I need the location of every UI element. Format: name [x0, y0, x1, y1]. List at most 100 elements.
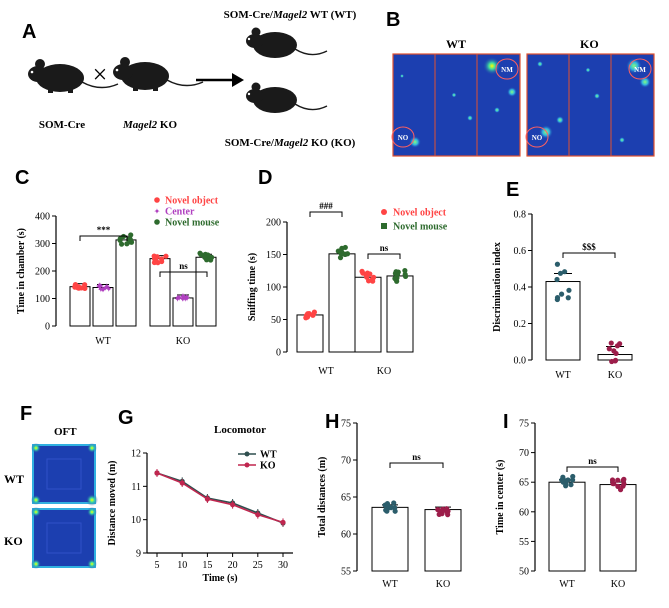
- data-point: [344, 251, 351, 257]
- sig-d2-label: ns: [380, 243, 389, 253]
- label-wt-offspring: SOM-Cre/Magel2 WT (WT): [224, 9, 357, 21]
- x-tick-label: 30: [278, 560, 288, 571]
- bar-novel-mouse: [195, 256, 217, 327]
- sig-d2-bracket: [367, 253, 401, 259]
- data-point: [364, 274, 370, 280]
- y-tick-label: 50: [271, 315, 281, 326]
- legend-marker: [244, 462, 250, 468]
- data-point: ✦: [174, 293, 182, 303]
- y-tick-label: 300: [35, 239, 50, 250]
- data-point: ✦: [97, 281, 105, 291]
- sig-d1-bracket: [309, 211, 343, 217]
- bar-wt: [371, 506, 409, 572]
- data-point: [359, 268, 365, 274]
- panel-letter-h: H: [325, 411, 339, 433]
- y-tick-label: 0.4: [514, 283, 527, 294]
- data-point: [305, 311, 311, 317]
- data-point: ✦: [179, 291, 187, 301]
- x-category-label: WT: [95, 336, 111, 347]
- legend-marker: [381, 209, 387, 215]
- legend-label: Novel mouse: [393, 222, 448, 233]
- bar-novel-object: [69, 286, 91, 327]
- y-tick-label: 200: [266, 218, 281, 229]
- panel-letter-e: E: [506, 179, 519, 201]
- data-point: ✦: [99, 285, 107, 295]
- heatmap-ko-label: KO: [580, 37, 599, 51]
- panel-f: F OFT WT KO: [4, 403, 98, 569]
- y-tick-label: 0.0: [514, 356, 527, 367]
- chart-d: D 0 50 100 150 200 Sniffing time (s) ### ns WT KO N…: [247, 167, 448, 377]
- x-category-label: KO: [377, 366, 391, 377]
- data-point: [202, 254, 208, 260]
- y-tick-label: 70: [519, 448, 529, 459]
- data-point: ✦: [183, 294, 191, 304]
- legend-label: Novel mouse: [165, 218, 220, 229]
- mouse-icon-ko: [246, 82, 328, 113]
- heatmap-ko: NM NO: [525, 53, 655, 157]
- bar-novel-object: [354, 276, 382, 353]
- data-point: [118, 241, 125, 247]
- y-tick-label: 11: [131, 482, 141, 493]
- data-point: ✦: [180, 291, 188, 301]
- x-category-label: KO: [436, 579, 450, 590]
- y-axis-title: Discrimination index: [492, 242, 503, 332]
- legend-marker: ✦: [154, 207, 161, 216]
- data-point: [554, 296, 560, 303]
- bar-novel-mouse: [386, 275, 414, 353]
- y-tick-label: 400: [35, 212, 50, 223]
- y-tick-label: 55: [519, 537, 529, 548]
- bar-novel-mouse: [328, 253, 356, 353]
- data-point: [568, 482, 574, 488]
- data-point: [208, 257, 214, 263]
- series-point-ko: [179, 480, 185, 486]
- legend-label: KO: [260, 461, 276, 472]
- data-point: [75, 285, 81, 291]
- series-point-ko: [204, 496, 210, 502]
- data-point: [617, 487, 624, 493]
- data-point: [117, 236, 123, 242]
- panel-letter-i: I: [503, 411, 509, 433]
- sig-c1-bracket: [79, 235, 128, 241]
- oft-title: OFT: [54, 426, 77, 438]
- sig-c2-bracket: [159, 271, 208, 277]
- data-point: [310, 312, 316, 318]
- data-point: [367, 271, 373, 277]
- x-category-label: WT: [559, 579, 575, 590]
- mouse-icon-som-cre: [28, 59, 119, 93]
- x-axis-title: Time (s): [202, 573, 237, 584]
- y-tick-label: 10: [131, 515, 141, 526]
- sig-h-label: ns: [412, 452, 421, 462]
- y-tick-label: 50: [519, 567, 529, 578]
- sig-h-bracket: [389, 462, 444, 468]
- x-category-label: KO: [608, 370, 622, 381]
- data-point: [563, 483, 569, 489]
- x-category-label: KO: [176, 336, 190, 347]
- y-tick-label: 70: [341, 456, 351, 467]
- nm-label-ko: NM: [634, 66, 646, 74]
- y-tick-label: 0.8: [514, 210, 527, 221]
- y-tick-label: 150: [266, 250, 281, 261]
- data-point: [608, 340, 614, 346]
- data-point: [127, 236, 133, 242]
- data-point: [570, 473, 576, 480]
- series-line-ko: [156, 472, 284, 524]
- data-point: [560, 479, 566, 485]
- oft-heatmap-ko: [31, 507, 97, 569]
- nm-label-wt: NM: [501, 66, 513, 74]
- mouse-icon-wt: [246, 27, 328, 58]
- data-point: [338, 247, 344, 254]
- series-point-ko: [255, 512, 261, 518]
- data-point: ✦: [100, 284, 108, 294]
- y-axis-title: Sniffing time (s): [247, 253, 258, 321]
- y-tick-label: 65: [341, 493, 351, 504]
- data-point: ✦: [179, 294, 187, 304]
- y-axis-title: Time in chamber (s): [16, 228, 27, 314]
- series-point-ko: [154, 470, 160, 476]
- data-point: [615, 477, 621, 483]
- legend-label: Novel object: [393, 208, 447, 219]
- y-tick-label: 0: [276, 348, 281, 359]
- data-point: [402, 267, 408, 274]
- x-tick-label: 25: [253, 560, 263, 571]
- data-point: ✦: [176, 293, 184, 303]
- y-tick-label: 100: [266, 283, 281, 294]
